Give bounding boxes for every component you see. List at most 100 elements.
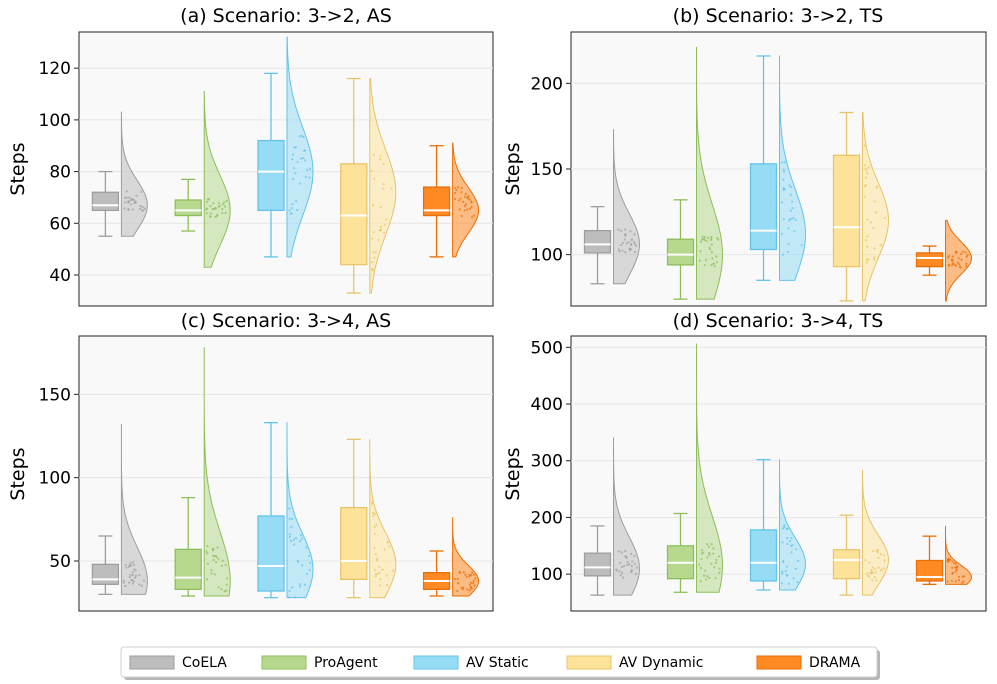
data-point	[789, 209, 792, 212]
data-point	[375, 557, 379, 561]
box-av-static	[749, 163, 778, 251]
data-point	[866, 235, 869, 238]
data-point	[706, 575, 709, 578]
violin-drama	[945, 526, 972, 585]
y-axis-label: Steps	[7, 447, 29, 500]
data-point	[299, 582, 302, 586]
data-point	[864, 559, 867, 562]
data-point	[468, 575, 471, 578]
data-point	[954, 570, 957, 573]
data-point	[291, 586, 294, 589]
data-point	[220, 564, 223, 567]
y-tick-label: 100	[39, 111, 71, 131]
data-point	[474, 577, 477, 580]
data-point	[125, 196, 128, 199]
data-point	[955, 565, 959, 568]
data-point	[620, 565, 624, 569]
box-av-dynamic	[832, 154, 861, 268]
data-point	[298, 135, 301, 138]
box-av-static	[257, 515, 285, 592]
box-proagent	[174, 548, 202, 590]
data-point	[960, 258, 963, 261]
data-point	[138, 574, 141, 577]
data-point	[304, 175, 307, 178]
data-point	[469, 581, 473, 584]
data-point	[210, 569, 213, 572]
data-point	[947, 263, 950, 266]
data-point	[782, 168, 785, 171]
data-point	[457, 186, 460, 189]
data-point	[215, 214, 219, 218]
data-point	[307, 554, 311, 557]
data-point	[780, 582, 784, 585]
y-tick-label: 100	[39, 469, 71, 489]
data-point	[385, 574, 388, 577]
data-point	[374, 553, 377, 556]
data-point	[206, 200, 209, 203]
data-point	[624, 550, 627, 553]
data-point	[630, 570, 633, 573]
data-point	[130, 564, 133, 567]
data-point	[225, 199, 228, 202]
data-point	[381, 187, 384, 190]
data-point	[711, 257, 714, 260]
data-point	[461, 588, 464, 591]
data-point	[627, 241, 630, 244]
data-point	[215, 561, 218, 564]
data-point	[791, 207, 794, 210]
data-point	[698, 259, 701, 262]
legend-label: AV Dynamic	[619, 655, 703, 671]
data-point	[716, 237, 719, 240]
data-point	[883, 559, 886, 562]
data-point	[291, 153, 295, 156]
data-point	[870, 568, 873, 572]
data-point	[789, 193, 792, 196]
data-point	[715, 558, 718, 562]
y-axis-label: Steps	[502, 142, 524, 195]
data-point	[706, 236, 710, 239]
data-point	[704, 258, 708, 262]
data-point	[371, 251, 375, 254]
y-tick-label: 50	[49, 552, 71, 572]
data-point	[630, 243, 633, 247]
data-point	[868, 561, 871, 564]
data-point	[132, 198, 135, 202]
data-point	[707, 545, 710, 549]
data-point	[373, 525, 376, 528]
subplot-title: (a) Scenario: 3->2, AS	[180, 5, 392, 27]
data-point	[700, 238, 704, 241]
data-point	[372, 514, 375, 517]
data-point	[373, 546, 376, 549]
data-point	[789, 185, 793, 189]
box-av-dynamic	[340, 163, 368, 266]
violin-av-static	[779, 459, 807, 591]
data-point	[471, 571, 474, 574]
data-point	[377, 238, 380, 242]
data-point	[212, 554, 215, 557]
data-point	[305, 572, 309, 575]
data-point	[710, 264, 713, 267]
data-point	[633, 242, 636, 246]
legend-swatch-coela	[129, 655, 175, 670]
data-point	[619, 574, 622, 577]
data-point	[300, 537, 303, 540]
data-point	[208, 198, 211, 201]
legend-label: CoELA	[182, 655, 227, 671]
data-point	[131, 571, 134, 574]
data-point	[294, 172, 297, 175]
data-point	[123, 207, 126, 210]
data-point	[301, 564, 304, 567]
y-tick-label: 150	[39, 385, 71, 405]
y-tick-label: 500	[531, 338, 563, 358]
data-point	[951, 571, 954, 575]
data-point	[379, 158, 382, 161]
data-point	[872, 258, 876, 261]
data-point	[221, 559, 224, 562]
data-point	[472, 214, 476, 217]
data-point	[302, 156, 305, 160]
data-point	[460, 186, 464, 190]
data-point	[296, 208, 299, 212]
data-point	[874, 570, 878, 574]
data-point	[309, 561, 312, 565]
data-point	[960, 252, 963, 256]
